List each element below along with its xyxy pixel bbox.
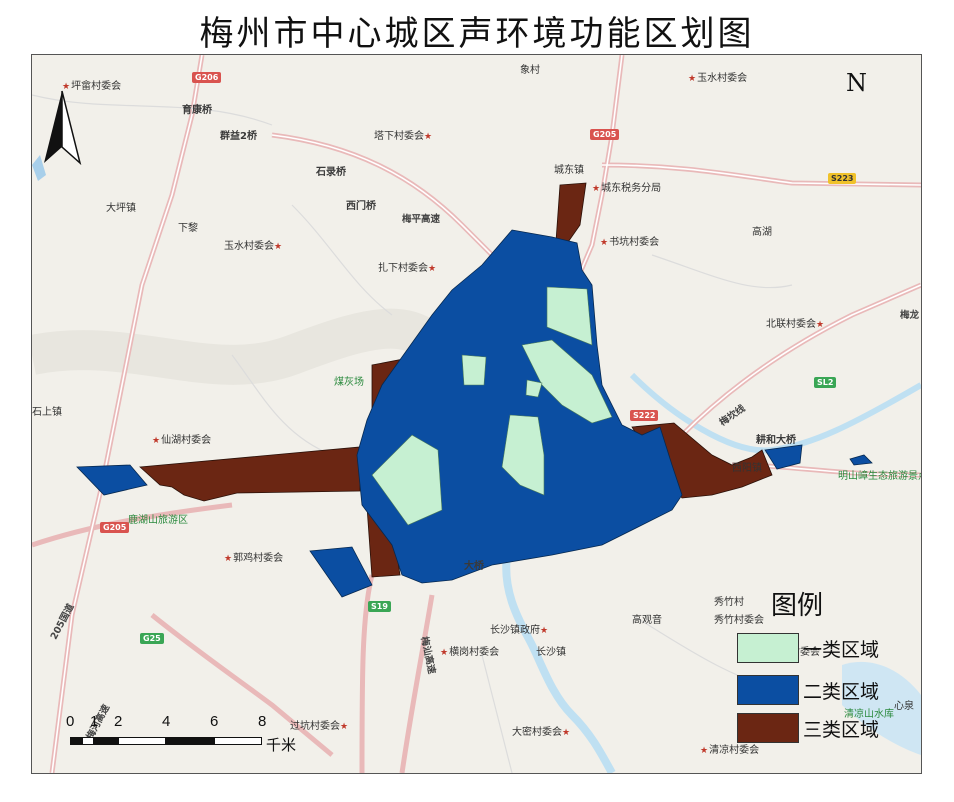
place-label: ★坪畲村委会 [62, 81, 122, 92]
legend-label: 三类区域 [803, 719, 880, 741]
village-marker-icon: ★ [816, 320, 825, 330]
map-frame[interactable]: 象村 ★玉水村委会 ★坪畲村委会 育康桥 群益2桥 塔下村委会★ 石录桥 城东镇… [31, 54, 922, 774]
place-label: 大密村委会★ [512, 727, 571, 738]
place-label: 大桥 [464, 561, 484, 572]
scale-segment [118, 737, 166, 745]
road-label: 梅龙 [900, 310, 920, 321]
river [502, 554, 616, 773]
village-marker-icon: ★ [688, 74, 697, 84]
place-label: 塔下村委会★ [374, 131, 433, 142]
scale-segment [94, 737, 118, 745]
north-label: N [846, 69, 867, 97]
reservoir [842, 661, 921, 755]
village-marker-icon: ★ [440, 648, 449, 658]
place-label: ★玉水村委会 [688, 73, 748, 84]
place-label: 耕和大桥 [756, 435, 796, 446]
place-label: 玉水村委会★ [224, 241, 283, 252]
place-label: 高观音 [632, 615, 662, 626]
place-label: ★横岗村委会 [440, 647, 500, 658]
road-shield: G206 [192, 72, 222, 83]
village-marker-icon: ★ [600, 238, 609, 248]
place-label: 西门桥 [346, 201, 376, 212]
legend-swatch [737, 713, 799, 743]
place-label: 煤灰场 [334, 377, 364, 388]
place-label: 大坪镇 [106, 203, 136, 214]
place-label: 石录桥 [316, 167, 346, 178]
village-marker-icon: ★ [224, 554, 233, 564]
village-marker-icon: ★ [340, 722, 349, 732]
road-shield: G25 [140, 633, 164, 644]
legend-swatch [737, 633, 799, 663]
place-label: ★书坑村委会 [600, 237, 660, 248]
place-label: 长沙镇政府★ [490, 625, 549, 636]
map-title: 梅州市中心城区声环境功能区划图 [199, 14, 755, 54]
road-shield: S222 [630, 410, 659, 421]
village-marker-icon: ★ [424, 132, 433, 142]
legend-title: 图例 [771, 591, 824, 621]
scale-segment [214, 737, 262, 745]
road-shield: S223 [828, 173, 857, 184]
legend: 图例 一类区域 二类区域 三类区域 [731, 585, 921, 745]
place-label: 秀竹村 [714, 597, 744, 608]
place-label: 心泉 [894, 701, 914, 712]
legend-item: 二类区域 [731, 673, 921, 705]
road-label: 梅平高速 [402, 214, 441, 225]
scale-tick-label: 8 [258, 713, 267, 730]
scale-tick-label: 4 [162, 713, 171, 730]
place-label: 育康桥 [182, 105, 212, 116]
village-marker-icon: ★ [592, 184, 601, 194]
village-marker-icon: ★ [428, 264, 437, 274]
place-label: 北联村委会★ [766, 319, 825, 330]
road-shield: G205 [100, 522, 130, 533]
place-label: 明山嶂生态旅游景点 [838, 471, 922, 482]
village-marker-icon: ★ [274, 242, 283, 252]
scale-segment [82, 737, 94, 745]
place-label: 鹿湖山旅游区 [128, 515, 188, 526]
place-label: 高湖 [752, 227, 772, 238]
place-label: 扎下村委会★ [378, 263, 437, 274]
place-label: 象村 [520, 65, 540, 76]
zone-class-1 [371, 286, 613, 526]
place-label: 群益2桥 [220, 131, 257, 142]
road-shield: SL2 [814, 377, 837, 388]
scale-tick-label: 0 [66, 713, 75, 730]
place-label: 西阳镇 [732, 463, 762, 474]
place-label: 长沙镇 [536, 647, 566, 658]
place-label: 清凉山水库 [844, 709, 894, 720]
place-label: 石上镇 [32, 407, 62, 418]
legend-item: 一类区域 [731, 631, 921, 663]
scale-tick-label: 6 [210, 713, 219, 730]
scale-tick-label: 2 [114, 713, 123, 730]
scale-bar: 0 1 2 4 6 8 千米 [66, 713, 330, 754]
place-label: 下黎 [178, 223, 198, 234]
road-shield: G205 [590, 129, 620, 140]
place-label: 秀竹村委会 [714, 615, 764, 626]
village-marker-icon: ★ [540, 626, 549, 636]
road-shield: S19 [368, 601, 391, 612]
village-marker-icon: ★ [562, 728, 571, 738]
legend-swatch [737, 675, 799, 705]
scale-segment [70, 737, 82, 745]
scale-unit: 千米 [266, 736, 297, 754]
place-label: ★仙湖村委会 [152, 435, 212, 446]
village-marker-icon: ★ [62, 82, 71, 92]
place-label: ★郭鸡村委会 [224, 553, 284, 564]
river [32, 155, 46, 181]
place-label: 过坑村委会★ [290, 721, 349, 732]
village-marker-icon: ★ [700, 746, 709, 756]
legend-label: 一类区域 [803, 639, 880, 661]
scale-tick-label: 1 [90, 713, 99, 730]
legend-label: 二类区域 [803, 681, 880, 703]
north-arrow-icon [44, 90, 82, 166]
legend-item: 三类区域 [731, 711, 921, 743]
place-label: 城东镇 [554, 165, 584, 176]
village-marker-icon: ★ [152, 436, 161, 446]
place-label: ★城东税务分局 [592, 183, 662, 194]
scale-segment [166, 737, 214, 745]
place-label: ★清凉村委会 [700, 745, 760, 756]
base-map [32, 55, 921, 773]
